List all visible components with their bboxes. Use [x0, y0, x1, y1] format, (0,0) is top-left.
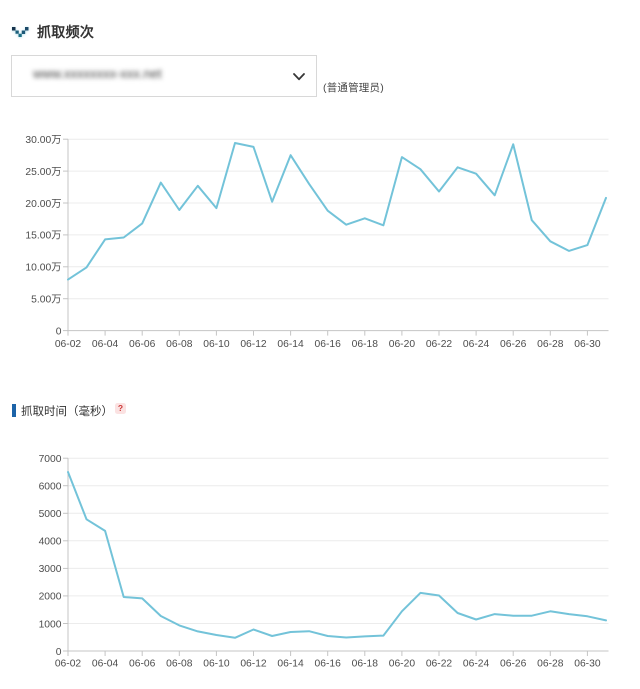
svg-text:06-16: 06-16: [315, 339, 342, 350]
svg-text:06-02: 06-02: [55, 659, 82, 670]
svg-text:06-18: 06-18: [352, 659, 379, 670]
svg-text:5000: 5000: [39, 509, 62, 520]
svg-text:6000: 6000: [39, 482, 62, 493]
svg-text:06-22: 06-22: [426, 339, 453, 350]
svg-text:06-04: 06-04: [92, 339, 119, 350]
svg-text:06-30: 06-30: [574, 339, 601, 350]
svg-text:1000: 1000: [39, 619, 62, 630]
svg-text:06-24: 06-24: [463, 339, 490, 350]
svg-text:06-08: 06-08: [166, 659, 193, 670]
svg-text:06-06: 06-06: [129, 659, 156, 670]
svg-text:06-22: 06-22: [426, 659, 453, 670]
svg-text:0: 0: [56, 326, 62, 337]
svg-text:06-26: 06-26: [500, 339, 527, 350]
svg-text:06-12: 06-12: [240, 339, 267, 350]
svg-text:06-12: 06-12: [240, 659, 267, 670]
svg-text:06-18: 06-18: [352, 339, 379, 350]
svg-text:06-06: 06-06: [129, 339, 156, 350]
svg-text:06-20: 06-20: [389, 339, 416, 350]
svg-text:0: 0: [56, 647, 62, 658]
svg-text:06-10: 06-10: [203, 659, 230, 670]
svg-text:06-28: 06-28: [537, 339, 564, 350]
svg-text:06-28: 06-28: [537, 659, 564, 670]
svg-text:06-04: 06-04: [92, 659, 119, 670]
svg-text:06-02: 06-02: [55, 339, 82, 350]
svg-text:20.00万: 20.00万: [25, 199, 61, 210]
svg-text:10.00万: 10.00万: [25, 263, 61, 274]
svg-text:06-14: 06-14: [277, 659, 304, 670]
svg-text:06-14: 06-14: [277, 339, 304, 350]
svg-text:06-08: 06-08: [166, 339, 193, 350]
svg-text:7000: 7000: [39, 454, 62, 465]
svg-text:15.00万: 15.00万: [25, 231, 61, 242]
svg-text:06-24: 06-24: [463, 659, 490, 670]
svg-text:06-16: 06-16: [315, 659, 342, 670]
svg-text:06-26: 06-26: [500, 659, 527, 670]
svg-text:06-20: 06-20: [389, 659, 416, 670]
svg-text:30.00万: 30.00万: [25, 135, 61, 146]
svg-text:4000: 4000: [39, 537, 62, 548]
svg-text:25.00万: 25.00万: [25, 167, 61, 178]
svg-text:2000: 2000: [39, 592, 62, 603]
svg-text:5.00万: 5.00万: [31, 295, 61, 306]
svg-text:06-30: 06-30: [574, 659, 601, 670]
svg-text:3000: 3000: [39, 564, 62, 575]
svg-text:06-10: 06-10: [203, 339, 230, 350]
